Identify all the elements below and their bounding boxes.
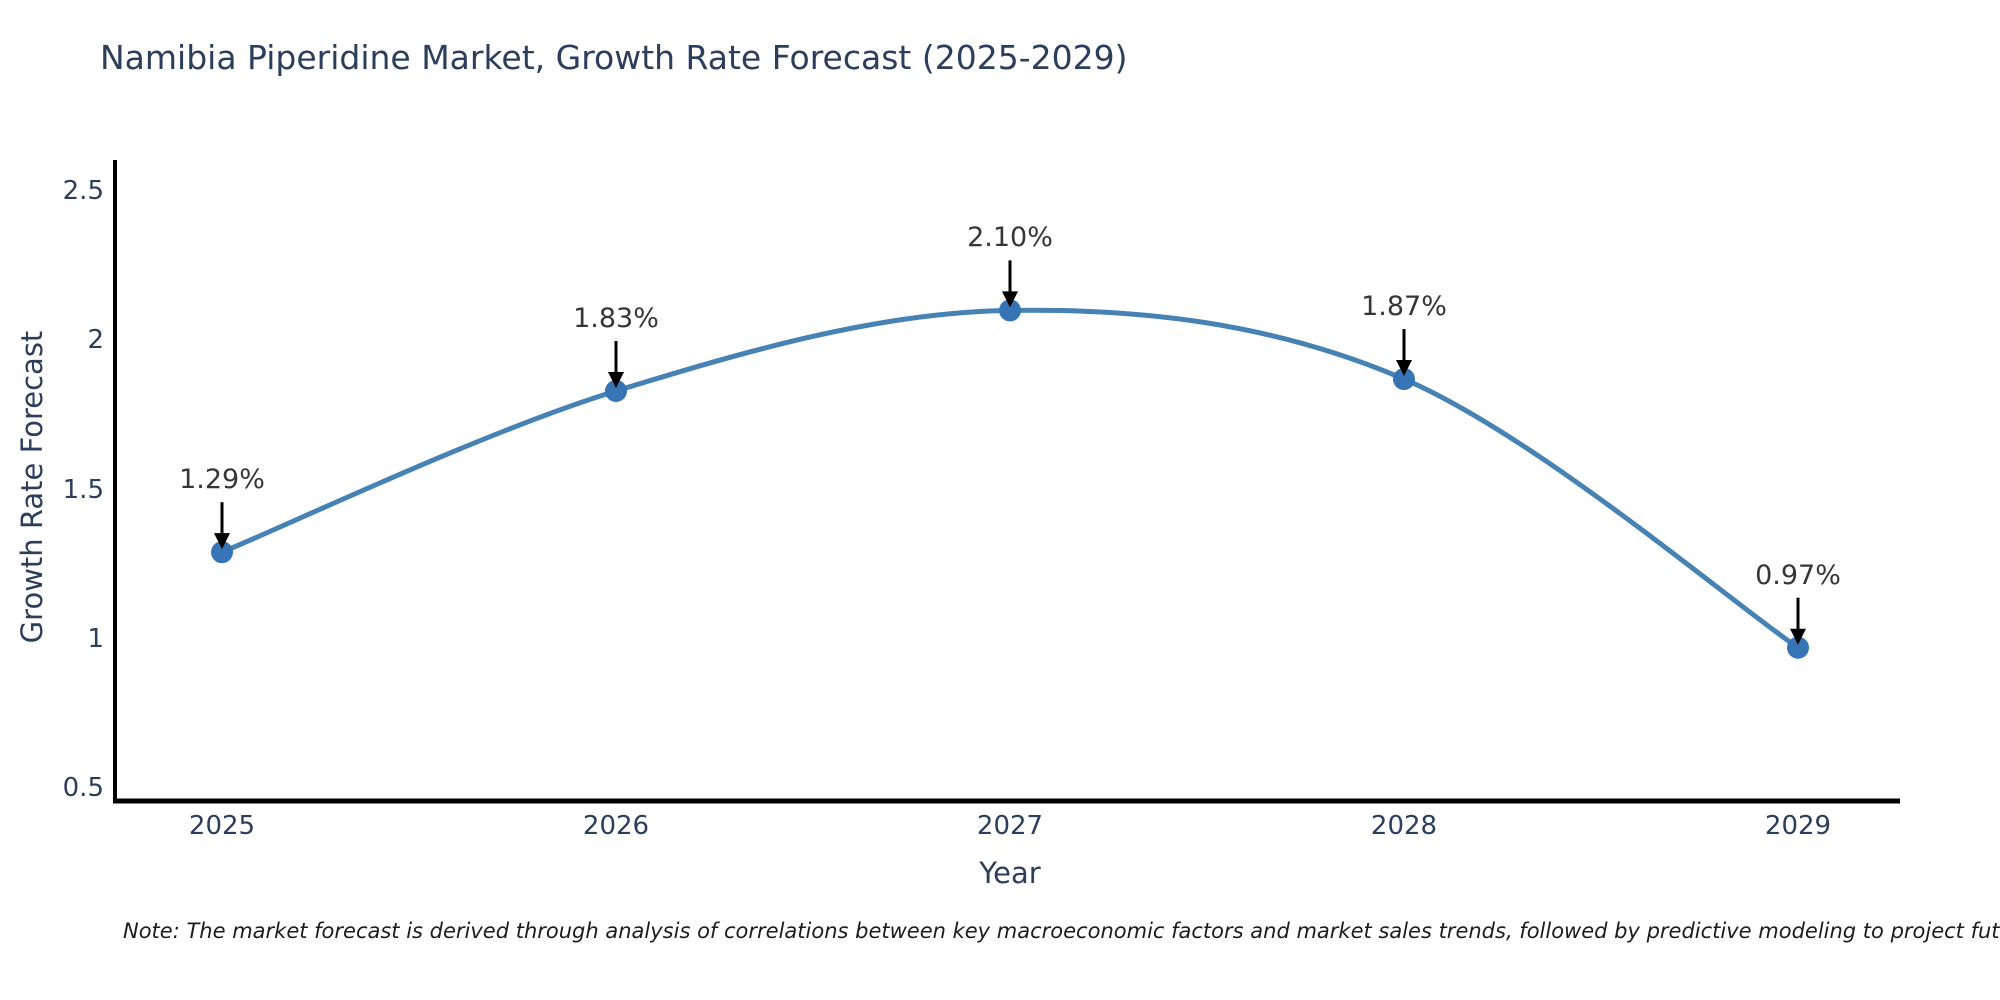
chart-title: Namibia Piperidine Market, Growth Rate F… [100,38,1128,77]
data-point-label: 2.10% [967,222,1053,254]
x-tick-label: 2028 [1370,811,1438,841]
annotation-arrowhead-icon [1002,291,1018,308]
data-point-label: 1.29% [179,464,265,496]
y-tick-label: 2 [87,325,104,356]
annotation-arrowhead-icon [1790,628,1806,645]
x-axis-title: Year [979,856,1041,890]
x-tick-label: 2025 [188,811,256,841]
footnote: Note: The market forecast is derived thr… [123,919,2000,943]
y-tick-label: 2.5 [62,176,104,206]
annotation-arrowhead-icon [608,371,624,388]
y-tick-label: 1.5 [62,474,104,505]
data-point-marker [211,541,233,564]
x-tick-label: 2027 [976,811,1044,841]
x-tick-label: 2026 [582,811,650,841]
annotation-arrowhead-icon [1396,360,1412,377]
y-tick-label: 0.5 [62,773,104,803]
annotation-arrowhead-icon [214,533,230,550]
data-point-label: 1.87% [1361,291,1447,323]
data-point-marker [999,299,1021,322]
forecast-line [219,307,1801,651]
data-point-marker [1393,368,1415,391]
data-point-marker [1787,636,1809,659]
x-tick-label: 2029 [1764,811,1832,841]
data-point-label: 0.97% [1755,559,1841,591]
data-point-marker [605,379,627,402]
data-point-label: 1.83% [573,302,659,334]
y-tick-label: 1 [87,623,104,654]
